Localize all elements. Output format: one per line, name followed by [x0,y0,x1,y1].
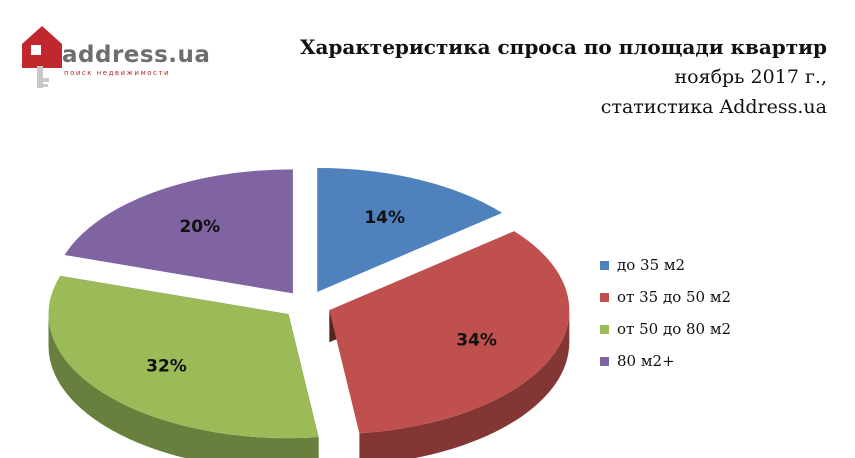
legend-swatch-4 [600,356,609,366]
logo [18,22,208,92]
pie-slice-4 [64,169,293,294]
pie-slice-2-wall [359,310,570,458]
data-label-1: 14% [364,208,405,228]
legend-swatch-3 [600,324,609,334]
house-key-logo-icon [22,26,62,88]
pie-slice-2-top [329,231,570,434]
pie-slice-3-wall [48,314,319,458]
logo-tagline: поиск недвижимости [64,69,171,77]
logo-name: address.ua [62,42,211,68]
legend-swatch-1 [600,260,609,270]
legend-swatch-2 [600,292,609,302]
pie-slice-2 [329,231,570,458]
legend-item-1: до 35 м2 [600,249,731,281]
pie-slice-3 [48,275,319,458]
legend-label-2: от 35 до 50 м2 [617,288,732,306]
data-label-3: 32% [146,356,187,376]
pie-slice-1 [317,167,503,292]
chart-subtitle-date: ноябрь 2017 г., [674,66,827,88]
pie-slice-4-top [64,169,293,294]
legend-item-4: 80 м2+ [600,345,731,377]
pie-slice-1-top [317,167,503,292]
data-label-2: 34% [456,330,497,350]
title-block: Характеристика спроса по площади квартир… [300,32,827,122]
legend-label-4: 80 м2+ [617,352,675,370]
legend-item-3: от 50 до 80 м2 [600,313,731,345]
pie-chart: 14% 34% 32% 20% [48,167,570,458]
data-label-4: 20% [179,217,220,237]
legend-label-1: до 35 м2 [617,256,686,274]
chart-legend: до 35 м2 от 35 до 50 м2 от 50 до 80 м2 80 м… [600,249,731,377]
chart-subtitle-source: статистика Address.ua [600,96,827,118]
pie-slice-3-top [48,275,319,439]
legend-label-3: от 50 до 80 м2 [617,320,732,338]
legend-item-2: от 35 до 50 м2 [600,281,731,313]
chart-title: Характеристика спроса по площади квартир [299,35,827,59]
